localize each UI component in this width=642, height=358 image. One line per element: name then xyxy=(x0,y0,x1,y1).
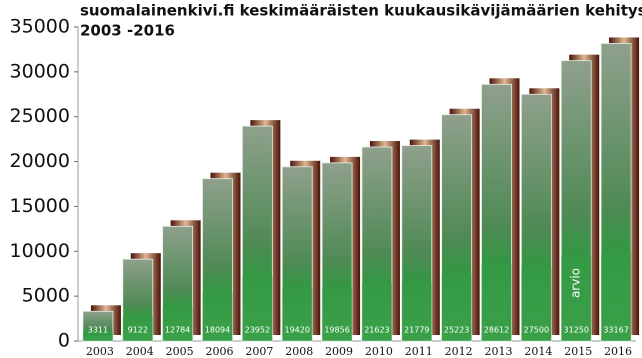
value-label: 18094 xyxy=(205,326,230,335)
y-tick-label: 0 xyxy=(58,330,70,352)
bar-base xyxy=(481,263,512,341)
x-tick-label: 2003 xyxy=(86,345,114,358)
x-tick-label: 2011 xyxy=(405,345,433,358)
bar-base xyxy=(162,306,193,341)
value-label: 28612 xyxy=(484,326,509,335)
x-tick-label: 2015 xyxy=(564,345,592,358)
x-tick-label: 2004 xyxy=(126,345,154,358)
bar-base xyxy=(561,256,592,341)
value-label: 21779 xyxy=(404,326,429,335)
y-tick-label: 15000 xyxy=(10,195,70,217)
bar-base xyxy=(401,282,432,341)
y-tick-label: 10000 xyxy=(10,240,70,262)
value-label: 19420 xyxy=(284,326,309,335)
x-tick-label: 2013 xyxy=(485,345,513,358)
value-label: 27500 xyxy=(524,326,549,335)
x-tick-label: 2012 xyxy=(445,345,473,358)
bar-base xyxy=(282,288,313,341)
x-tick-label: 2008 xyxy=(285,345,313,358)
chart-subtitle: 2003 -2016 xyxy=(80,22,175,40)
bar-base xyxy=(202,292,233,341)
x-tick-label: 2014 xyxy=(524,345,552,358)
value-label: 12784 xyxy=(165,326,190,335)
x-tick-label: 2016 xyxy=(604,345,632,358)
y-tick-label: 25000 xyxy=(10,105,70,127)
x-tick-label: 2007 xyxy=(245,345,273,358)
value-label: 33167 xyxy=(603,326,628,335)
value-label: 3311 xyxy=(88,326,108,335)
x-tick-label: 2005 xyxy=(166,345,194,358)
y-tick-label: 20000 xyxy=(10,150,70,172)
annotation: arvio xyxy=(569,268,583,298)
bar-base xyxy=(122,316,153,341)
value-label: 19856 xyxy=(324,326,349,335)
bar-base xyxy=(361,282,392,341)
bar-base xyxy=(601,251,632,341)
y-tick-label: 30000 xyxy=(10,60,70,82)
value-label: 25223 xyxy=(444,326,469,335)
x-tick-label: 2006 xyxy=(206,345,234,358)
bar-base xyxy=(441,273,472,341)
chart-title: suomalainenkivi.fi keskimääräisten kuuka… xyxy=(80,2,642,20)
bar-base xyxy=(242,276,273,341)
value-label: 31250 xyxy=(563,326,588,335)
value-label: 21623 xyxy=(364,326,389,335)
y-tick-label: 35000 xyxy=(10,16,70,38)
bar-base xyxy=(521,266,552,341)
bar-base xyxy=(82,332,113,341)
value-label: 23952 xyxy=(245,326,270,335)
x-tick-label: 2009 xyxy=(325,345,353,358)
y-tick-label: 5000 xyxy=(22,285,70,307)
bar-base xyxy=(322,287,353,341)
x-tick-label: 2010 xyxy=(365,345,393,358)
value-label: 9122 xyxy=(128,326,148,335)
